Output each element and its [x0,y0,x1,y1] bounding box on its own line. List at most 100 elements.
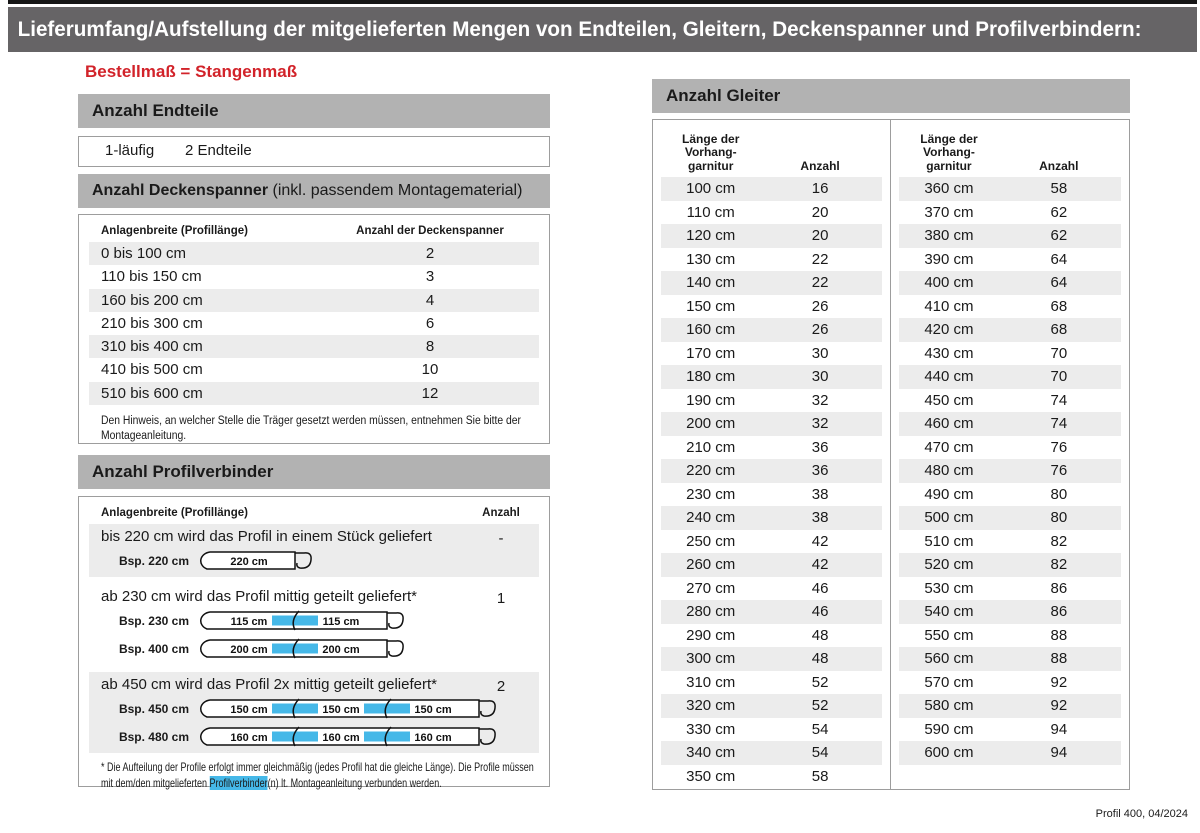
header-line: Vorhang- [923,145,975,159]
table-row: 440 cm 70 [899,365,1121,389]
anzahl-value: 32 [811,415,829,432]
table-row: 340 cm 54 [661,741,882,765]
page-title: Lieferumfang/Aufstellung der mitgeliefer… [17,17,1142,41]
table-row: 350 cm 58 [661,765,882,789]
laenge-value: 540 cm [924,603,974,620]
profile-diagram: 160 cm 160 cm 160 cm [200,726,496,747]
laenge-value: 170 cm [686,344,736,362]
anzahl-value: 36 [811,438,829,456]
table-row: 190 cm 32 [661,389,882,413]
column-header-laenge: Länge der Vorhang- garnitur [661,132,760,174]
table-row: 210 bis 300 cm 6 [89,312,539,335]
anzahl-value: 82 [1050,532,1068,550]
laenge-value: 400 cm [924,274,974,291]
anzahl-value: 54 [811,720,829,738]
anzahl-value: 22 [811,274,829,291]
table-row: 450 cm 74 [899,389,1121,413]
laenge-value: 270 cm [686,579,736,597]
header-line: Vorhang- [684,145,737,159]
profile-example: Bsp. 230 cm 115 cm 115 cm [89,609,539,633]
section-header-label: Anzahl Deckenspanner [92,182,269,199]
anzahl-value: - [498,530,504,547]
table-row: 280 cm 46 [661,600,882,624]
endteile-table: 1-läufig 2 Endteile [78,136,550,167]
table-row: 390 cm 64 [899,248,1121,272]
laenge-value: 500 cm [924,509,974,526]
anzahl-value: 92 [1050,697,1068,714]
laenge-value: 440 cm [924,368,974,385]
anzahl-value: 12 [421,384,439,402]
table-row: 410 cm 68 [899,295,1121,319]
anzahl-value: 58 [811,767,829,785]
laenge-value: 490 cm [924,485,974,503]
anzahl-value: 20 [811,203,829,221]
gleiter-rows-left: 100 cm 16 110 cm 20 120 cm 20 130 cm 22 140 cm 22… [653,177,890,788]
anzahl-value: 46 [811,579,829,597]
laenge-value: 510 cm [924,532,974,550]
laenge-value: 100 cm [686,180,736,197]
table-row: 530 cm 86 [899,577,1121,601]
profile-example: Bsp. 480 cm 160 cm 160 cm 160 cm [89,725,539,749]
deckenspanner-note: Den Hinweis, an welcher Stelle die Träge… [101,415,521,442]
gleiter-rows-right: 360 cm 58 370 cm 62 380 cm 62 390 cm 64 400 cm 64… [891,177,1129,765]
anzahl-value: 88 [1050,650,1068,667]
profile-example: Bsp. 400 cm 200 cm 200 cm [89,637,539,661]
anzahl-value: 76 [1050,438,1068,456]
profilverbinder-row: bis 220 cm wird das Profil in einem Stüc… [89,524,539,577]
anzahl-value: 2 [496,678,506,695]
profilverbinder-connector [272,703,318,714]
table-row: 370 cm 62 [899,201,1121,225]
svg-text:115 cm: 115 cm [231,616,268,628]
section-header-suffix: (inkl. passendem Montagematerial) [268,182,523,199]
table-header-row: Anlagenbreite (Profillänge) Anzahl der D… [79,215,549,242]
svg-text:150 cm: 150 cm [230,704,268,716]
laenge-value: 430 cm [924,344,974,362]
row-description: bis 220 cm wird das Profil in einem Stüc… [101,528,432,545]
deckenspanner-table: Anlagenbreite (Profillänge) Anzahl der D… [78,214,550,444]
table-row: 140 cm 22 [661,271,882,295]
laenge-value: 480 cm [924,462,974,479]
svg-text:150 cm: 150 cm [414,704,452,716]
laenge-value: 550 cm [924,626,974,644]
anlagenbreite-value: 210 bis 300 cm [101,314,203,332]
laenge-value: 210 cm [686,438,736,456]
laenge-value: 600 cm [924,744,974,761]
anzahl-value: 38 [811,485,829,503]
table-row: 330 cm 54 [661,718,882,742]
table-row: 130 cm 22 [661,248,882,272]
profile-diagram: 150 cm 150 cm 150 cm [200,698,496,719]
section-header-profilverbinder: Anzahl Profilverbinder [78,455,550,489]
laenge-value: 110 cm [686,203,735,221]
table-row: 310 cm 52 [661,671,882,695]
example-label: Bsp. 480 cm [118,730,189,744]
profile-end-hook [387,640,404,657]
table-row: 170 cm 30 [661,342,882,366]
table-row: 230 cm 38 [661,483,882,507]
anzahl-value: 10 [421,361,439,379]
anzahl-value: 74 [1050,391,1068,409]
example-label: Bsp. 220 cm [118,554,189,568]
laenge-value: 200 cm [686,415,736,432]
laenge-value: 320 cm [686,697,736,714]
anzahl-value: 42 [811,556,829,573]
anlagenbreite-value: 410 bis 500 cm [101,361,203,379]
table-header-row: Länge der Vorhang- garnitur Anzahl [899,127,1121,177]
anzahl-value: 64 [1050,274,1068,291]
profile-example: Bsp. 220 cm 220 cm [89,549,539,573]
row-description: ab 450 cm wird das Profil 2x mittig gete… [101,676,437,693]
table-row: 180 cm 30 [661,365,882,389]
column-header-anzahl: Anzahl [482,507,520,519]
anlagenbreite-value: 160 bis 200 cm [101,291,203,309]
table-row: 290 cm 48 [661,624,882,648]
laenge-value: 310 cm [686,673,736,691]
table-row: 510 bis 600 cm 12 [89,381,539,406]
anzahl-value: 1 [496,590,506,607]
anzahl-value: 36 [811,462,829,479]
anzahl-value: 4 [425,291,435,309]
laenge-value: 190 cm [686,391,736,409]
table-row: 510 cm 82 [899,530,1121,554]
anzahl-value: 48 [811,650,829,667]
anzahl-value: 16 [811,180,829,197]
laenge-value: 590 cm [924,720,974,738]
laenge-value: 380 cm [924,227,974,244]
